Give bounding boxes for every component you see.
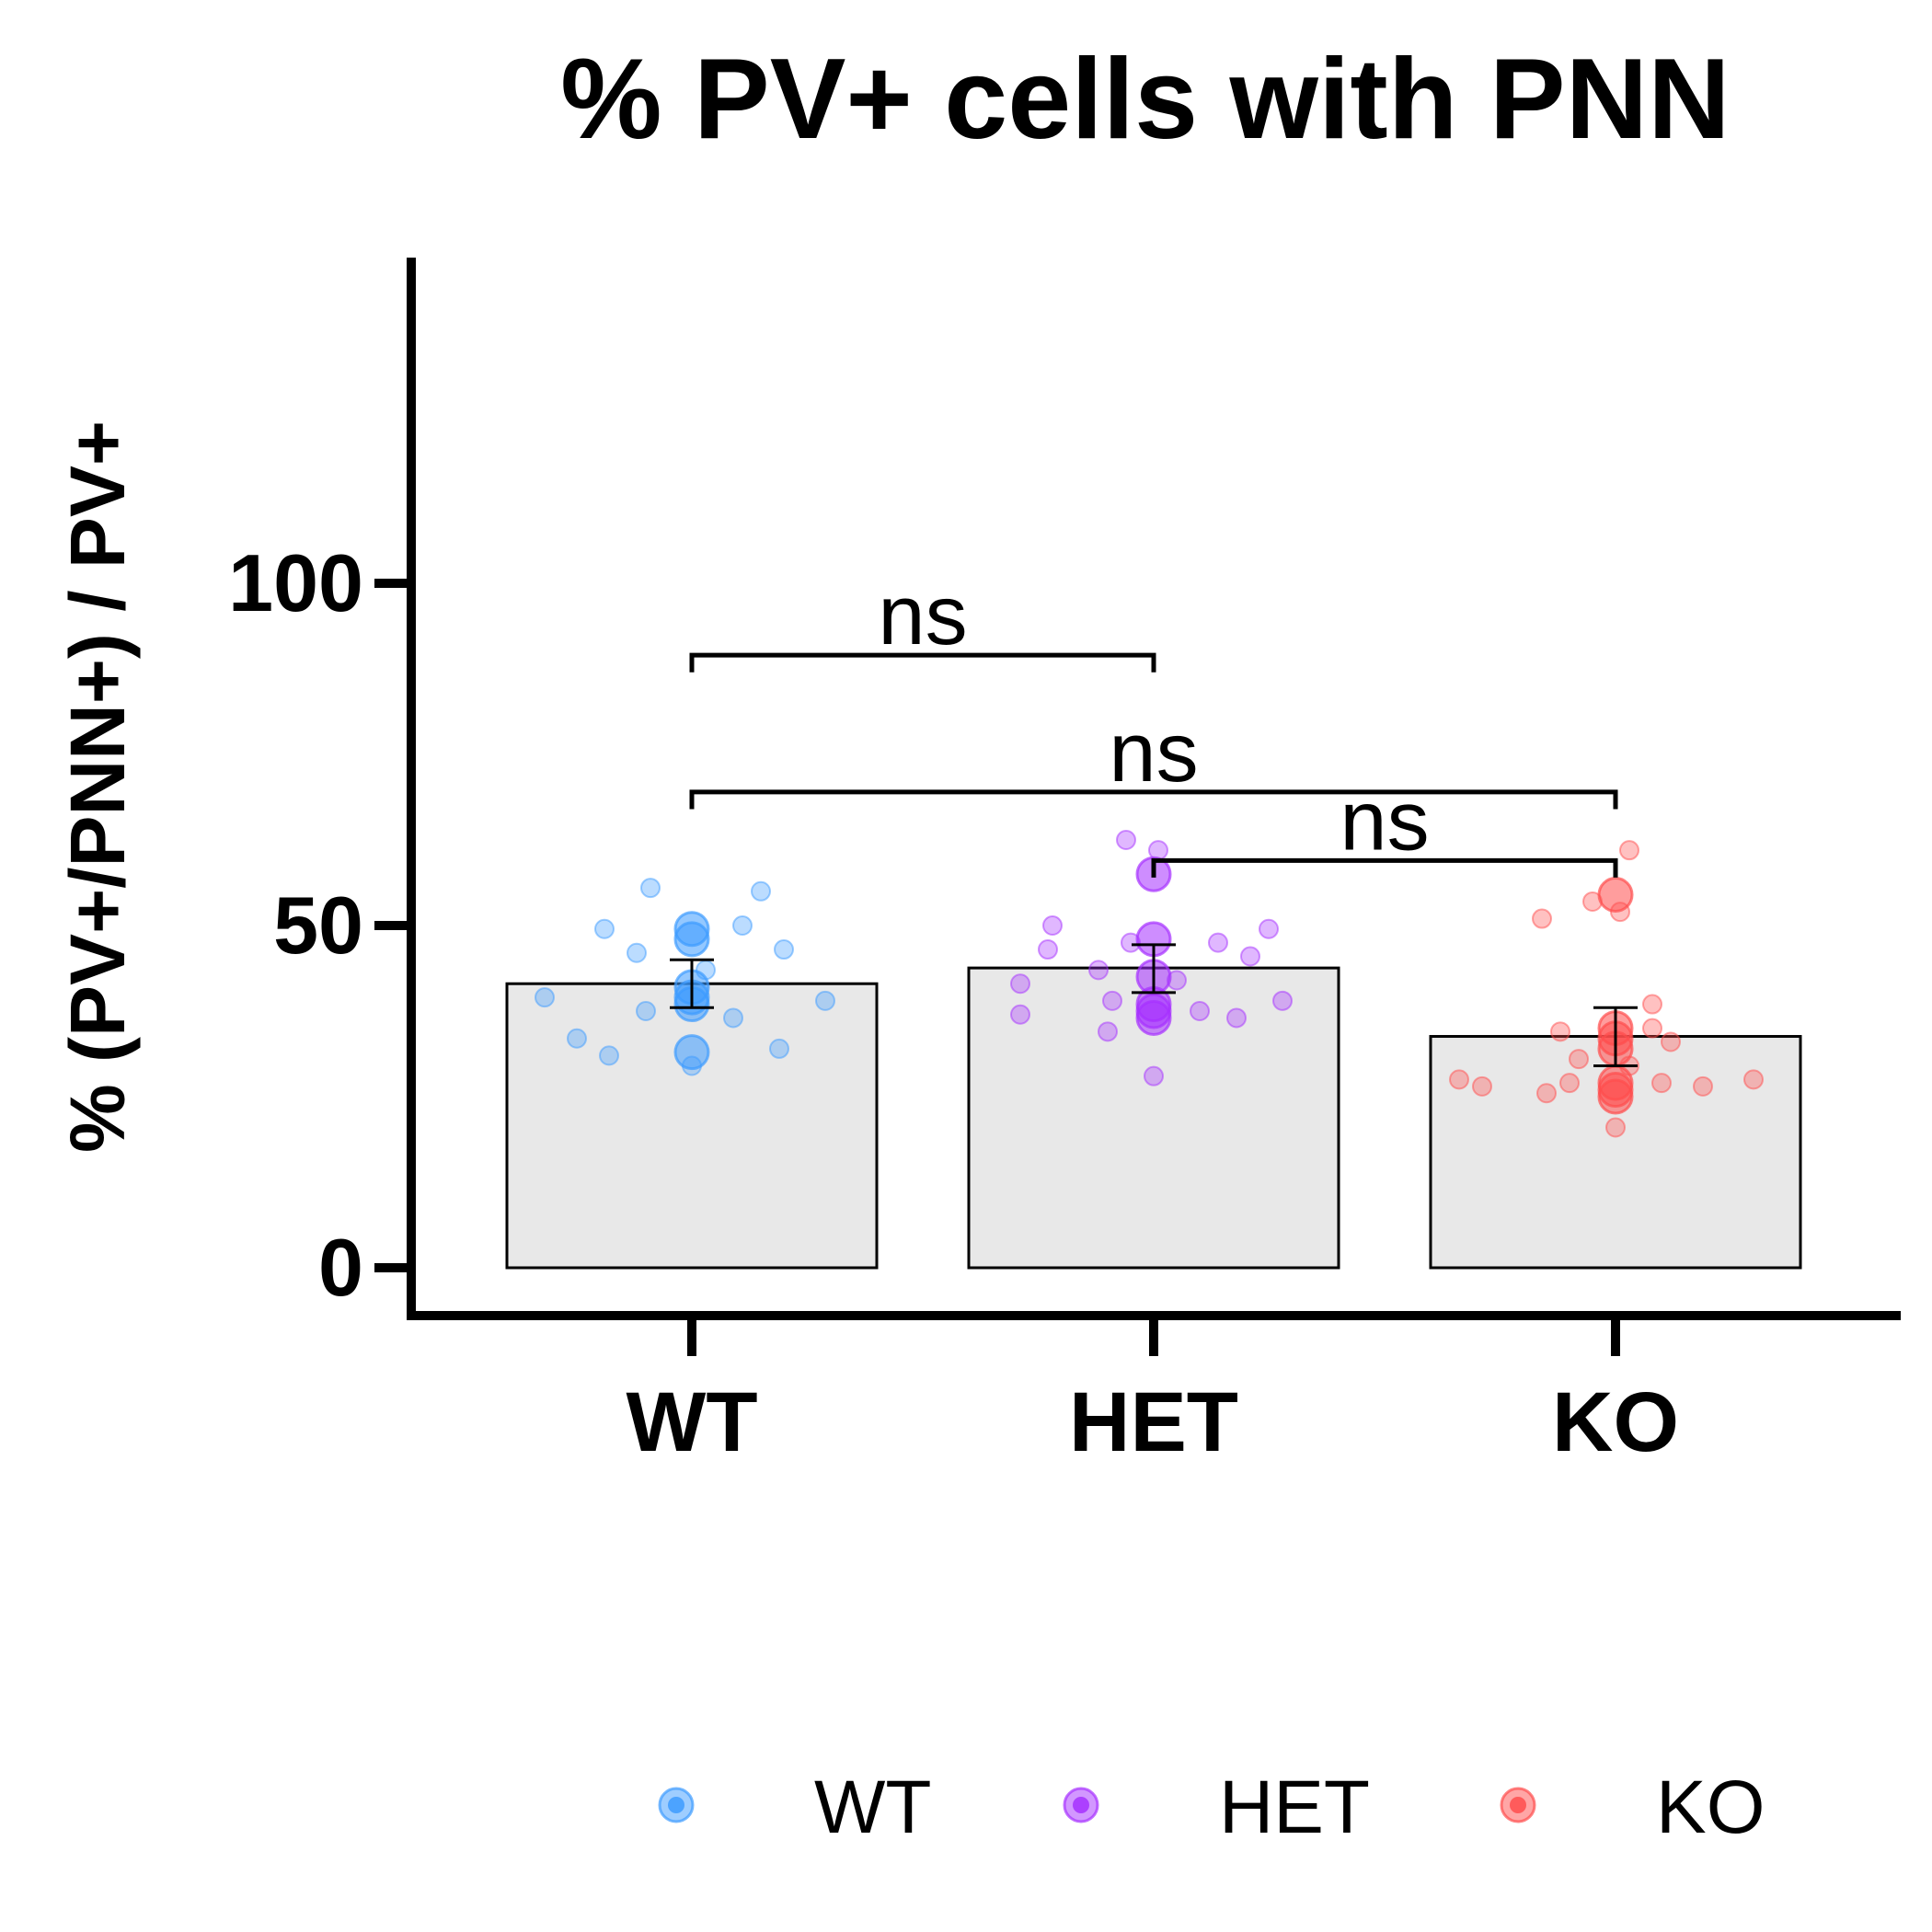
mean-point — [1597, 877, 1634, 914]
data-point — [594, 918, 615, 939]
data-point — [1010, 1004, 1030, 1025]
legend-item-wt: WT — [658, 1765, 931, 1849]
axes-layer: 0 50 100 WT HET KO — [228, 258, 1901, 1469]
significance-bracket: ns — [1151, 774, 1618, 878]
data-point — [1259, 918, 1279, 939]
chart-title: % PV+ cells with PNN — [560, 36, 1730, 163]
data-point — [1098, 1021, 1118, 1042]
data-point — [1642, 1018, 1662, 1039]
data-point — [723, 1007, 743, 1029]
series-het — [1010, 830, 1293, 1087]
data-point — [599, 1045, 619, 1066]
data-point — [1144, 1065, 1164, 1087]
data-point — [1605, 1117, 1626, 1138]
x-tick-label: HET — [1069, 1375, 1238, 1469]
data-point — [1208, 932, 1228, 953]
y-tick-label: 50 — [273, 880, 363, 971]
data-point — [1693, 1075, 1713, 1097]
mean-point — [673, 1034, 710, 1071]
data-point — [1472, 1075, 1492, 1097]
error-bar-ko — [1593, 1006, 1638, 1068]
legend: WT HET KO — [658, 1765, 1765, 1849]
data-point — [815, 990, 835, 1011]
legend-item-het: HET — [1063, 1765, 1370, 1849]
data-point — [1619, 840, 1639, 861]
mean-point — [1597, 1078, 1634, 1115]
significance-label: ns — [1340, 774, 1429, 868]
data-point — [1272, 990, 1293, 1011]
y-tick-label: 0 — [318, 1222, 363, 1313]
legend-label: HET — [1219, 1765, 1370, 1849]
data-point — [1642, 994, 1662, 1015]
legend-item-ko: KO — [1500, 1765, 1765, 1849]
data-point — [567, 1028, 587, 1049]
data-point — [1559, 1073, 1580, 1094]
legend-label: WT — [814, 1765, 931, 1849]
data-point — [636, 1001, 656, 1021]
data-point — [640, 878, 661, 899]
data-point — [751, 880, 771, 902]
data-point — [1010, 973, 1030, 995]
data-point — [1661, 1031, 1681, 1052]
significance-label: ns — [1109, 706, 1198, 799]
data-point — [1240, 946, 1260, 967]
mean-point — [1135, 999, 1172, 1036]
significance-label: ns — [878, 569, 967, 662]
data-point — [1116, 830, 1136, 850]
data-point — [1536, 1083, 1557, 1104]
y-axis-label: % (PV+/PNN+) / PV+ — [54, 420, 141, 1153]
data-point — [1550, 1021, 1570, 1042]
error-bars-layer — [670, 943, 1638, 1068]
data-point — [1102, 990, 1122, 1011]
data-point — [769, 1038, 789, 1059]
points-layer — [535, 830, 1764, 1138]
data-point — [1532, 908, 1552, 929]
significance-bracket: ns — [689, 706, 1618, 810]
data-point — [1088, 960, 1109, 981]
data-point — [774, 939, 794, 960]
error-bar-wt — [670, 958, 714, 1009]
data-point — [1449, 1069, 1469, 1090]
mean-point — [673, 921, 710, 958]
data-point — [1042, 915, 1063, 936]
data-point — [1569, 1049, 1589, 1070]
x-tick-label: WT — [626, 1375, 757, 1469]
bar-wt — [505, 982, 879, 1270]
significance-bracket: ns — [689, 569, 1156, 673]
data-point — [1743, 1069, 1764, 1090]
significance-layer: ns ns ns — [689, 569, 1618, 878]
data-point — [1038, 939, 1058, 960]
legend-label: KO — [1656, 1765, 1765, 1849]
data-point — [1190, 1001, 1210, 1021]
data-point — [1651, 1073, 1672, 1094]
error-bar-het — [1132, 943, 1176, 995]
y-tick-label: 100 — [228, 537, 363, 628]
data-point — [535, 987, 555, 1008]
data-point — [732, 915, 753, 936]
x-tick-label: KO — [1552, 1375, 1679, 1469]
data-point — [1226, 1007, 1247, 1029]
data-point — [627, 942, 647, 963]
